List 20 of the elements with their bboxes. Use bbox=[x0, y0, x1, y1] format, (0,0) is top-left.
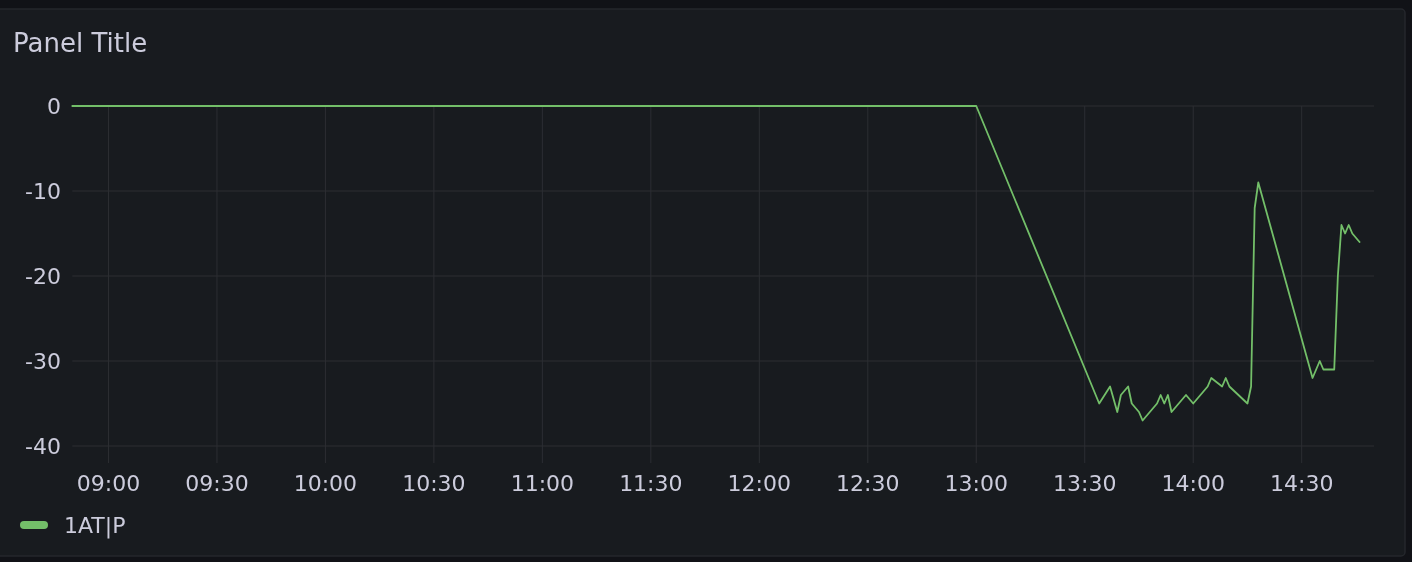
x-tick-label: 10:00 bbox=[293, 471, 358, 496]
line-series bbox=[71, 105, 1361, 422]
y-tick-label: -40 bbox=[25, 433, 61, 459]
x-tick-label: 11:30 bbox=[619, 471, 683, 496]
x-tick-label: 12:30 bbox=[836, 471, 900, 496]
x-tick-label: 14:00 bbox=[1161, 471, 1225, 496]
x-tick-label: 13:30 bbox=[1053, 471, 1117, 496]
x-tick-label: 11:00 bbox=[510, 471, 575, 496]
x-tick-label: 13:00 bbox=[944, 471, 1008, 496]
y-tick-label: -30 bbox=[25, 348, 61, 374]
legend-label: 1AT|P bbox=[64, 512, 126, 539]
x-tick-label: 12:00 bbox=[727, 471, 792, 496]
x-tick-label: 10:30 bbox=[402, 471, 466, 496]
y-tick-label: -20 bbox=[25, 263, 61, 289]
x-tick-label: 09:30 bbox=[185, 471, 249, 496]
y-tick-label: -10 bbox=[25, 178, 61, 204]
x-tick-label: 14:30 bbox=[1269, 471, 1334, 496]
x-tick-label: 09:00 bbox=[76, 471, 141, 496]
y-tick-label: 0 bbox=[47, 93, 61, 119]
chart-title: Panel Title bbox=[13, 28, 148, 58]
